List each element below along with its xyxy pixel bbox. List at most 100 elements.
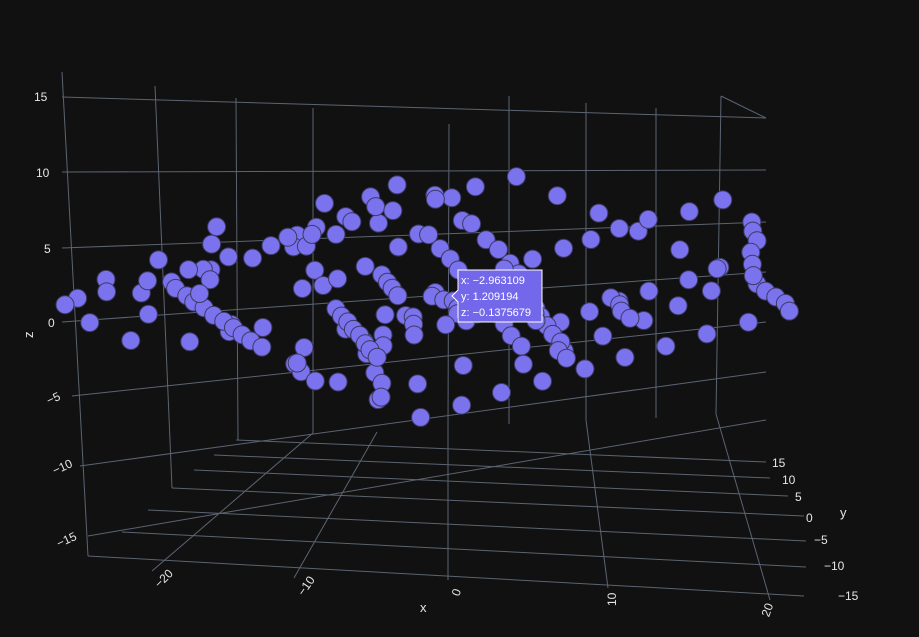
- data-point[interactable]: [355, 256, 375, 276]
- x-tick-label: 10: [605, 592, 619, 606]
- data-point[interactable]: [411, 407, 431, 427]
- data-point[interactable]: [388, 237, 408, 257]
- data-point[interactable]: [180, 332, 200, 352]
- data-point[interactable]: [656, 336, 676, 356]
- data-point[interactable]: [442, 188, 462, 208]
- data-point[interactable]: [253, 318, 273, 337]
- data-point[interactable]: [668, 296, 688, 316]
- data-point[interactable]: [149, 250, 168, 270]
- data-point[interactable]: [453, 356, 473, 375]
- data-point[interactable]: [523, 249, 543, 269]
- data-point[interactable]: [620, 308, 640, 328]
- data-point[interactable]: [701, 281, 721, 301]
- data-point[interactable]: [80, 313, 100, 333]
- data-point[interactable]: [506, 167, 526, 187]
- data-point[interactable]: [388, 286, 408, 306]
- data-point[interactable]: [589, 203, 609, 223]
- z-tick-label: −5: [44, 389, 63, 408]
- z-axis-title: z: [21, 332, 36, 339]
- data-point[interactable]: [200, 270, 220, 290]
- data-point[interactable]: [342, 212, 362, 232]
- y-tick-label: −10: [824, 559, 845, 573]
- data-point[interactable]: [375, 305, 395, 325]
- data-point[interactable]: [580, 302, 599, 322]
- data-point[interactable]: [305, 371, 325, 391]
- data-point[interactable]: [513, 354, 533, 374]
- data-point[interactable]: [738, 312, 758, 332]
- data-point[interactable]: [697, 324, 717, 344]
- data-point[interactable]: [179, 260, 198, 280]
- data-point[interactable]: [207, 217, 227, 237]
- data-point[interactable]: [315, 193, 334, 213]
- data-point[interactable]: [404, 325, 424, 345]
- data-point[interactable]: [452, 395, 472, 415]
- data-point[interactable]: [554, 238, 574, 258]
- data-point[interactable]: [292, 279, 312, 298]
- data-point[interactable]: [302, 224, 322, 244]
- y-tick-label: 5: [795, 490, 802, 504]
- y-tick-label: −5: [814, 533, 828, 547]
- data-point[interactable]: [287, 353, 307, 373]
- data-point[interactable]: [328, 269, 348, 289]
- data-point[interactable]: [419, 225, 439, 245]
- y-tick-label: 10: [782, 473, 796, 487]
- data-point[interactable]: [593, 326, 613, 346]
- z-tick-label: 5: [44, 242, 51, 256]
- tooltip-y: y: 1.209194: [461, 291, 519, 303]
- y-axis-title: y: [840, 505, 847, 520]
- data-point[interactable]: [489, 240, 508, 259]
- data-point[interactable]: [383, 201, 403, 221]
- data-point[interactable]: [121, 331, 141, 350]
- data-point[interactable]: [707, 259, 727, 279]
- data-point[interactable]: [326, 224, 346, 244]
- data-point[interactable]: [679, 270, 699, 290]
- data-point[interactable]: [252, 337, 272, 357]
- data-point[interactable]: [328, 372, 348, 392]
- data-point[interactable]: [557, 348, 576, 368]
- x-axis-title: x: [420, 600, 427, 615]
- data-point[interactable]: [305, 260, 325, 280]
- data-point[interactable]: [547, 186, 567, 206]
- data-point[interactable]: [779, 301, 799, 321]
- x-tick-label: 0: [449, 587, 465, 598]
- data-point[interactable]: [615, 347, 635, 367]
- data-point[interactable]: [55, 295, 75, 315]
- data-point[interactable]: [367, 347, 387, 367]
- x-tick-label: 20: [759, 601, 777, 619]
- data-point[interactable]: [670, 240, 690, 260]
- data-point[interactable]: [371, 387, 391, 407]
- data-point[interactable]: [190, 284, 210, 303]
- data-point[interactable]: [462, 214, 482, 234]
- data-point[interactable]: [609, 219, 629, 238]
- data-point[interactable]: [97, 282, 117, 302]
- data-point[interactable]: [369, 213, 388, 233]
- data-point[interactable]: [387, 175, 407, 195]
- tooltip-x: x: −2.963109: [461, 275, 525, 287]
- data-point[interactable]: [425, 189, 445, 209]
- data-point[interactable]: [713, 190, 733, 210]
- data-point[interactable]: [511, 336, 531, 356]
- data-point[interactable]: [366, 197, 386, 217]
- data-point[interactable]: [436, 315, 456, 335]
- data-point[interactable]: [243, 248, 263, 268]
- data-point[interactable]: [533, 371, 552, 391]
- data-point[interactable]: [743, 266, 763, 286]
- data-point[interactable]: [492, 383, 511, 402]
- data-point[interactable]: [638, 209, 658, 229]
- data-point[interactable]: [679, 202, 699, 222]
- data-point[interactable]: [202, 234, 222, 254]
- data-point[interactable]: [261, 236, 281, 256]
- data-point[interactable]: [639, 281, 659, 301]
- y-tick-label: 0: [806, 511, 813, 525]
- tooltip-box: [451, 269, 543, 323]
- data-point[interactable]: [575, 359, 595, 379]
- data-point[interactable]: [278, 227, 298, 247]
- data-point[interactable]: [465, 177, 485, 197]
- y-axis: 15 10 5 0 −5 −10 −15 y: [772, 456, 859, 603]
- data-point[interactable]: [408, 374, 428, 394]
- data-point[interactable]: [138, 271, 158, 291]
- data-point[interactable]: [219, 247, 238, 267]
- data-point[interactable]: [138, 304, 158, 324]
- data-point[interactable]: [581, 230, 601, 249]
